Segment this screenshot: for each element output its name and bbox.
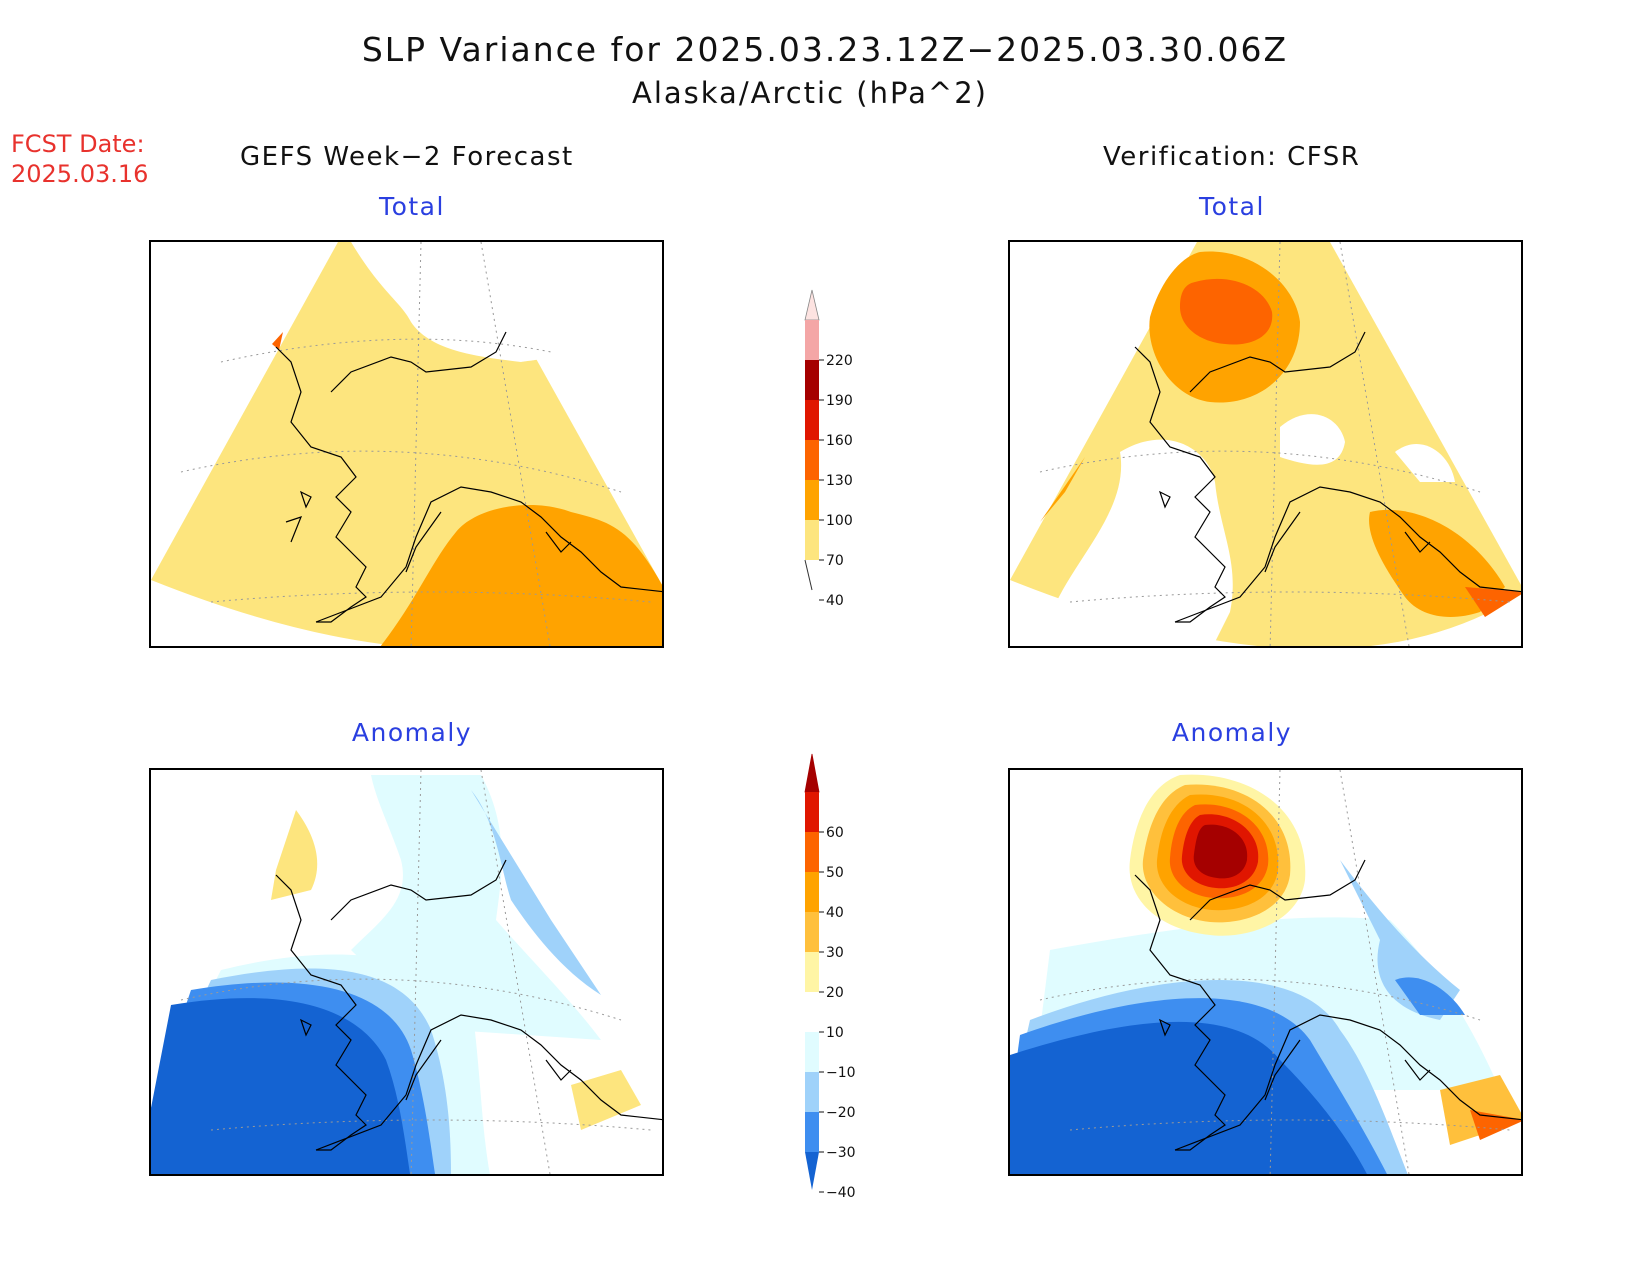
colorbar-top-arrow <box>804 753 820 793</box>
verification-column-title: Verification: CFSR <box>1103 142 1361 172</box>
colorbar-top-arrow <box>804 289 820 321</box>
blue-northeast <box>471 790 601 995</box>
graticule <box>180 770 652 1174</box>
colorbar-tick-label: 160 <box>826 433 853 449</box>
fcst-date-label: FCST Date: <box>11 130 145 158</box>
forecast-total-title: Total <box>379 192 445 221</box>
coastline <box>275 859 662 1151</box>
colorbar-box <box>805 400 819 440</box>
orange-west <box>1040 457 1085 522</box>
white-central <box>1280 414 1345 465</box>
colorbar-box <box>805 1032 819 1072</box>
colorbar-tick-label: −40 <box>826 1185 856 1201</box>
graticule <box>180 242 652 646</box>
colorbar-box <box>805 440 819 480</box>
colorbar-box <box>805 952 819 992</box>
colorbar-bottom-arrow <box>804 559 813 591</box>
graticule <box>1039 770 1511 1174</box>
colorbar-box <box>805 480 819 520</box>
colorbar-tick-label: −10 <box>826 1065 856 1081</box>
colorbar-tick-label: 130 <box>826 473 853 489</box>
white-west <box>1050 439 1233 646</box>
coastline <box>1134 859 1521 1151</box>
colorbar-box <box>805 992 819 1032</box>
verification-total-map <box>1008 240 1523 648</box>
yellow-east <box>571 1070 641 1130</box>
colorbar-tick-label: 20 <box>826 985 844 1001</box>
colorbar-box <box>805 320 819 360</box>
total-colorbar: 220 190 160 130 100 70 40 <box>790 280 880 610</box>
colorbar-box <box>805 1112 819 1152</box>
fcst-date-value: 2025.03.16 <box>11 160 149 188</box>
orange-region <box>380 504 662 646</box>
verification-total-title: Total <box>1199 192 1265 221</box>
coastline <box>275 331 662 623</box>
forecast-total-map <box>149 240 664 648</box>
verification-anomaly-map <box>1008 768 1523 1176</box>
colorbar-tick-label: 190 <box>826 393 853 409</box>
white-east <box>1395 443 1455 482</box>
forecast-anomaly-title: Anomaly <box>351 718 473 747</box>
colorbar-tick-label: 40 <box>826 905 844 921</box>
mid-blue-east <box>1395 977 1465 1015</box>
colorbar-tick-label: −30 <box>826 1145 856 1161</box>
dark-orange-north <box>1180 278 1273 345</box>
colorbar-tick-label: 50 <box>826 865 844 881</box>
colorbar-tick-label: 40 <box>826 593 844 609</box>
anomaly-colorbar: 60 50 40 30 20 10 −10 −20 −30 −40 <box>790 752 880 1202</box>
forecast-anomaly-map <box>149 768 664 1176</box>
colorbar-box <box>805 872 819 912</box>
colorbar-tick-label: −20 <box>826 1105 856 1121</box>
colorbar-box <box>805 832 819 872</box>
hot-southeast <box>1470 1110 1521 1140</box>
blue-east <box>1340 860 1460 1020</box>
yellow-northwest <box>271 810 318 900</box>
figure-subtitle: Alaska/Arctic (hPa^2) <box>632 76 988 110</box>
verification-anomaly-title: Anomaly <box>1171 718 1293 747</box>
white-north <box>351 242 591 362</box>
colorbar-tick-label: 220 <box>826 353 853 369</box>
colorbar-tick-label: 30 <box>826 945 844 961</box>
colorbar-tick-label: 70 <box>826 553 844 569</box>
figure-title: SLP Variance for 2025.03.23.12Z−2025.03.… <box>361 30 1289 69</box>
colorbar-box <box>805 912 819 952</box>
colorbar-box <box>805 520 819 560</box>
colorbar-box <box>805 792 819 832</box>
colorbar-box <box>805 360 819 400</box>
forecast-column-title: GEFS Week−2 Forecast <box>240 142 574 172</box>
colorbar-tick-label: 10 <box>826 1025 844 1041</box>
colorbar-tick-label: 60 <box>826 825 844 841</box>
graticule <box>1039 242 1511 646</box>
colorbar-bottom-arrow <box>805 1152 819 1190</box>
warm-north-60 <box>1193 824 1248 879</box>
dark-orange-southeast <box>1465 587 1521 617</box>
colorbar-tick-label: 100 <box>826 513 853 529</box>
colorbar-box <box>805 1072 819 1112</box>
dark-blue-west <box>151 998 411 1174</box>
coastline <box>1134 331 1521 623</box>
